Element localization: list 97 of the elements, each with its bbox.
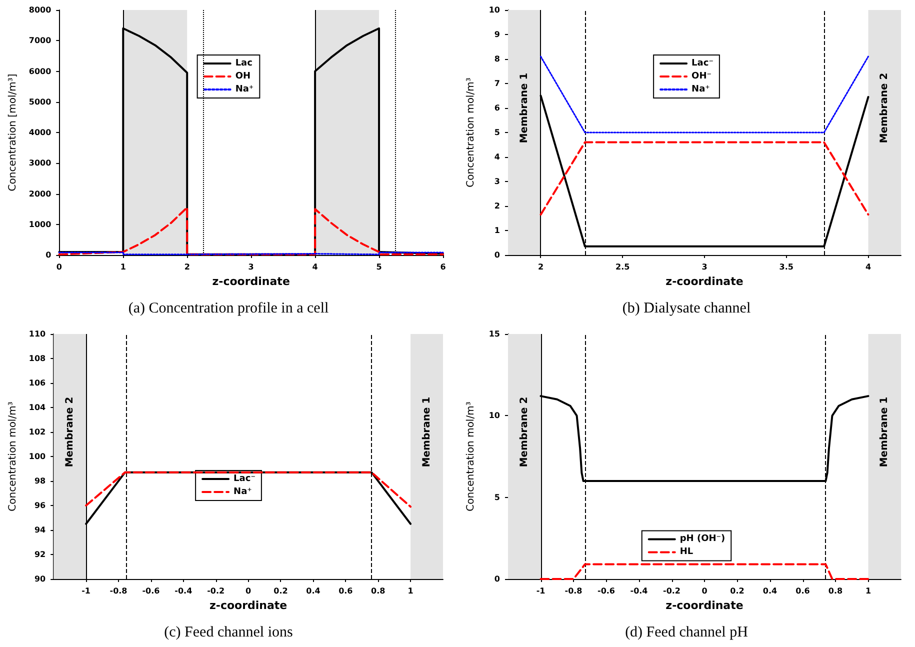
x-axis-title: z-coordinate	[666, 274, 744, 288]
x-tick-label: -0.8	[564, 586, 583, 596]
y-tick-label: 110	[28, 330, 46, 338]
x-axis-title: z-coordinate	[212, 274, 290, 288]
text: (a) Concentration profile in a cell	[128, 300, 329, 316]
x-tick-label: 5	[376, 262, 382, 272]
legend-label: OH	[235, 72, 251, 82]
x-tick-label: 2.5	[616, 262, 630, 272]
band-label: Membrane 2	[64, 396, 76, 468]
x-tick-label: 0.4	[762, 586, 778, 596]
x-tick-label: 0.6	[338, 586, 354, 596]
x-tick-label: 3.5	[779, 262, 794, 272]
x-tick-label: -0.4	[630, 586, 648, 596]
y-tick-label: 5	[494, 128, 500, 137]
y-tick-label: 9	[494, 30, 500, 39]
band-label: Membrane 2	[518, 396, 530, 468]
y-tick-label: 2	[494, 202, 500, 210]
text: (c) Feed channel ions	[164, 624, 294, 640]
y-tick-label: 0	[494, 574, 500, 584]
x-axis-title: z-coordinate	[666, 598, 744, 612]
x-tick-label: 1	[408, 586, 414, 596]
y-tick-label: 108	[28, 354, 46, 363]
x-tick-label: 0.4	[306, 586, 321, 596]
x-tick-label: 4	[865, 262, 872, 272]
x-tick-label: 0.6	[796, 586, 810, 596]
legend-label: OH⁻	[692, 72, 712, 82]
text: (b) Dialysate channel	[622, 300, 751, 316]
y-tick-label: 10	[488, 6, 500, 14]
y-axis-title: Concentration mol/m³	[8, 402, 18, 512]
x-tick-label: -0.6	[142, 586, 160, 596]
legend-label: Lac	[235, 58, 252, 68]
x-tick-label: 1	[120, 262, 126, 272]
x-tick-label: 0.2	[730, 586, 744, 596]
y-tick-label: 2000	[28, 189, 52, 198]
text: (d) Feed channel pH	[625, 624, 748, 640]
x-tick-label: 1	[865, 586, 872, 596]
y-tick-label: 8	[494, 54, 500, 64]
y-tick-label: 92	[34, 550, 46, 559]
y-tick-label: 5	[494, 492, 500, 502]
legend-label: Na⁺	[234, 487, 252, 497]
y-tick-label: 98	[34, 476, 46, 486]
y-tick-label: 102	[28, 428, 46, 436]
band-label: Membrane 1	[879, 396, 890, 468]
y-tick-label: 1000	[28, 220, 52, 229]
y-tick-label: 90	[34, 574, 46, 584]
x-tick-label: 3	[702, 262, 708, 272]
y-tick-label: 15	[488, 330, 500, 338]
legend-label: Na⁺	[235, 84, 254, 94]
legend-label: Lac⁻	[234, 474, 256, 484]
x-tick-label: 4	[312, 262, 318, 272]
band-label: Membrane 1	[518, 72, 530, 144]
band-label: Membrane 2	[879, 72, 890, 144]
x-tick-label: -0.2	[663, 586, 680, 596]
y-tick-label: 6	[494, 104, 500, 112]
x-tick-label: 2	[538, 262, 544, 272]
x-axis-title: z-coordinate	[209, 598, 288, 612]
legend-label: HL	[680, 547, 694, 558]
x-tick-label: -0.4	[174, 586, 193, 596]
y-tick-label: 100	[28, 452, 46, 461]
y-tick-label: 10	[488, 411, 500, 420]
y-axis-title: Concentration mol/m³	[466, 78, 476, 188]
y-tick-label: 0	[46, 250, 52, 260]
legend-label: Na⁺	[692, 84, 710, 94]
x-tick-label: -0.6	[598, 586, 616, 596]
y-tick-label: 94	[34, 526, 46, 534]
x-tick-label: -1	[82, 586, 91, 596]
legend-label: Lac⁻	[692, 58, 714, 68]
y-tick-label: 96	[34, 501, 46, 510]
x-tick-label: 0	[56, 262, 62, 272]
y-tick-label: 3000	[28, 158, 52, 168]
y-tick-label: 104	[28, 403, 46, 412]
x-tick-label: -0.8	[110, 586, 128, 596]
x-tick-label: -1	[536, 586, 546, 596]
y-tick-label: 106	[28, 378, 46, 388]
x-tick-label: 0.8	[828, 586, 844, 596]
y-tick-label: 7	[494, 79, 500, 88]
x-tick-label: -0.2	[207, 586, 225, 596]
y-tick-label: 4000	[28, 128, 52, 137]
y-tick-label: 5000	[28, 97, 52, 106]
x-tick-label: 0	[246, 586, 252, 596]
x-tick-label: 3	[248, 262, 254, 272]
y-tick-label: 1	[494, 226, 500, 235]
x-tick-label: 0.2	[274, 586, 288, 596]
y-tick-label: 0	[494, 250, 500, 260]
legend-label: pH (OH⁻)	[680, 534, 726, 544]
y-tick-label: 6000	[28, 66, 52, 76]
x-tick-label: 0.8	[371, 586, 386, 596]
x-tick-label: 2	[184, 262, 190, 272]
band-label: Membrane 1	[421, 396, 432, 468]
y-tick-label: 8000	[28, 6, 52, 14]
y-tick-label: 7000	[28, 36, 52, 46]
x-tick-label: 0	[702, 586, 708, 596]
y-tick-label: 3	[494, 177, 500, 186]
y-axis-title: Concentration mol/m³	[466, 402, 476, 512]
y-tick-label: 4	[494, 152, 500, 162]
x-tick-label: 6	[440, 262, 446, 272]
y-axis-title: Concentration [mol/m³]	[8, 74, 18, 192]
